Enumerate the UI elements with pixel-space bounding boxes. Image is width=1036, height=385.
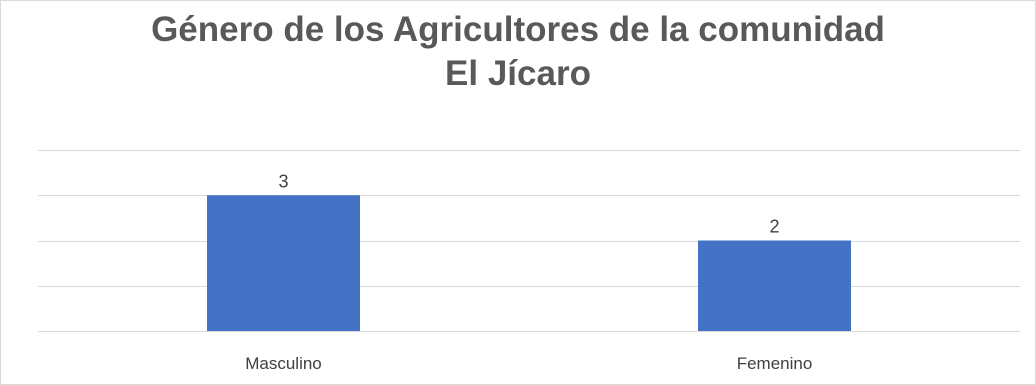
x-tick-label-masculino: Masculino [245, 354, 322, 373]
chart-title-line-2: El Jícaro [445, 54, 591, 93]
gridlines [38, 150, 1020, 332]
x-tick-label-femenino: Femenino [737, 354, 813, 373]
data-label-masculino: 3 [278, 171, 288, 191]
data-label-femenino: 2 [769, 217, 779, 237]
data-labels: 32 [278, 171, 779, 236]
bars [207, 195, 851, 331]
x-axis-tick-labels: Masculino Femenino [245, 354, 812, 373]
bar-femenino [698, 240, 851, 331]
chart-title: Género de los Agricultores de la comunid… [0, 8, 1036, 96]
chart-title-line-1: Género de los Agricultores de la comunid… [151, 10, 885, 49]
bar-masculino [207, 195, 360, 331]
